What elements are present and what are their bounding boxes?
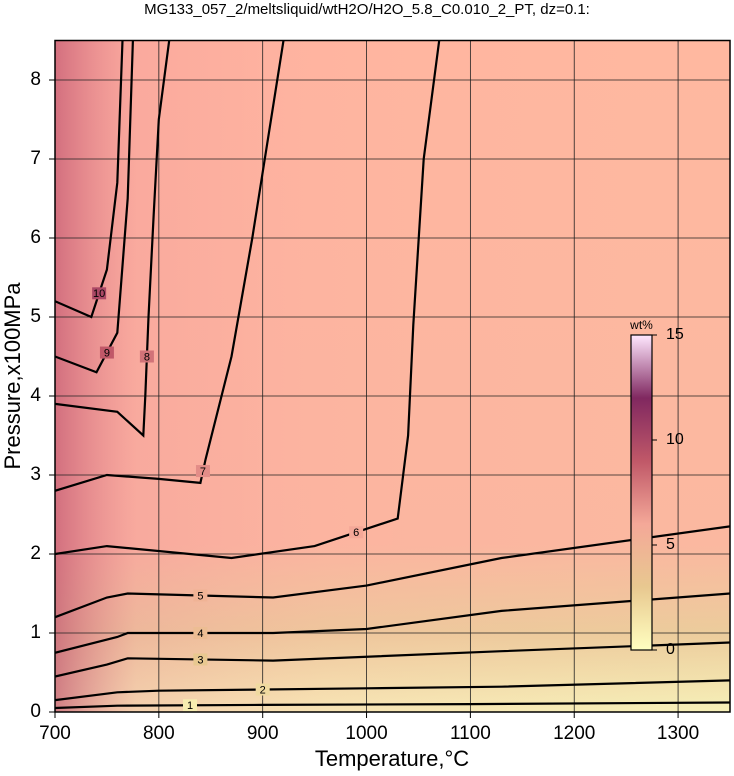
- contour-label-bg: [349, 526, 364, 539]
- x-tick-label: 800: [143, 723, 175, 744]
- x-tick-label: 700: [39, 723, 71, 744]
- x-tick-label: 1300: [657, 723, 699, 744]
- x-tick-label: 1000: [345, 723, 387, 744]
- contour-line: [55, 525, 730, 619]
- contour-label: 2: [260, 684, 266, 696]
- contour-label: 4: [197, 628, 203, 640]
- plot-shade: [55, 40, 730, 712]
- x-tick-label: 900: [247, 723, 279, 744]
- y-tick-label: 0: [30, 701, 41, 722]
- contour-label-bg: [255, 683, 270, 696]
- contour-label: 10: [93, 288, 105, 300]
- colorbar-label: wt%: [629, 318, 653, 332]
- contour-label: 5: [197, 590, 203, 602]
- y-tick-label: 8: [30, 69, 41, 90]
- y-tick-label: 4: [30, 385, 41, 406]
- contour-label-bg: [193, 653, 208, 666]
- contour-label-bg: [92, 287, 107, 300]
- y-tick-label: 3: [30, 464, 41, 485]
- contour-label: 3: [197, 654, 203, 666]
- colorbar-scale: [630, 334, 653, 651]
- contour-line: [55, 40, 441, 560]
- y-tick-label: 6: [30, 227, 41, 248]
- contour-label: 8: [144, 351, 150, 363]
- contour-label: 7: [200, 466, 206, 478]
- plot-frame: [54, 39, 731, 713]
- contour-label-bg: [139, 350, 154, 363]
- y-axis-label: Pressure,x100MPa: [0, 282, 25, 470]
- colorbar-tick-label: 0: [666, 641, 675, 658]
- y-tick-label: 1: [30, 622, 41, 643]
- colorbar: wt% 0 5 10 15: [629, 318, 684, 658]
- colorbar-tick-label: 10: [666, 431, 684, 448]
- contour-label-bg: [193, 589, 208, 602]
- contour-label: 1: [187, 700, 193, 712]
- x-tick-label: 1200: [553, 723, 595, 744]
- contours: 1 2 3 4 5 6 7 8 9 10: [55, 40, 730, 712]
- x-axis-label: Temperature,°C: [315, 746, 469, 771]
- contour-label-bg: [195, 465, 210, 478]
- contour-line: [55, 40, 134, 374]
- contour-label: 6: [353, 527, 359, 539]
- contour-label-bg: [99, 346, 114, 359]
- contour-label-bg: [183, 699, 197, 712]
- contour-label: 9: [104, 347, 110, 359]
- chart-title: MG133_057_2/meltsliquid/wtH2O/H2O_5.8_C0…: [144, 1, 590, 18]
- y-tick-label: 5: [30, 306, 41, 327]
- colorbar-tick-label: 15: [666, 326, 684, 343]
- y-tick-label: 2: [30, 543, 41, 564]
- contour-line: [55, 592, 730, 654]
- contour-label-bg: [193, 627, 208, 639]
- x-tick-label: 1100: [450, 723, 491, 744]
- contour-line: [55, 40, 124, 319]
- y-tick-label: 7: [30, 148, 41, 169]
- colorbar-tick-label: 5: [666, 536, 675, 553]
- contour-line: [55, 701, 730, 710]
